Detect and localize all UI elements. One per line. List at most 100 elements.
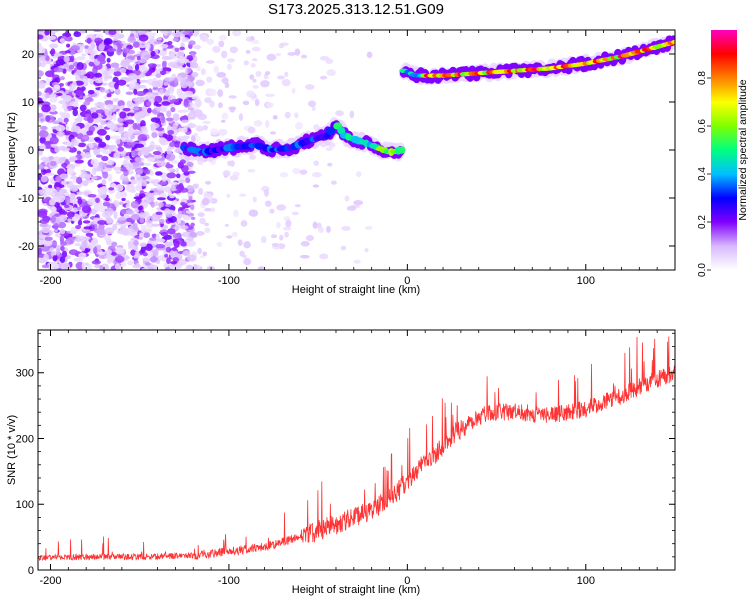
spectrogram-noise-blob	[74, 159, 84, 164]
spectrogram-noise-blob	[86, 263, 93, 270]
spectrogram-noise-blob	[77, 142, 87, 148]
spectrogram-noise-blob	[199, 255, 206, 259]
spectrogram-noise-blob	[300, 54, 308, 59]
spectrogram-noise-blob	[97, 251, 106, 256]
spectrogram-noise-blob	[299, 254, 310, 259]
spectrogram-noise-blob	[153, 154, 163, 159]
spectrogram-noise-blob	[99, 102, 105, 109]
spectrogram-noise-blob	[59, 229, 66, 235]
spectrogram-noise-blob	[115, 30, 120, 37]
spectrogram-noise-blob	[120, 60, 130, 68]
spectrogram-noise-blob	[56, 131, 65, 137]
spectrogram-noise-blob	[280, 42, 289, 46]
spectrogram-noise-blob	[284, 71, 289, 78]
spectrogram-noise-blob	[197, 113, 208, 121]
spectrogram-noise-blob	[231, 231, 238, 238]
spectrogram-noise-blob	[224, 82, 230, 89]
spectrogram-noise-blob	[142, 252, 148, 257]
spectrogram-noise-blob	[250, 39, 260, 45]
spectrogram-y-tick-label: 0	[28, 145, 34, 157]
spectrogram-noise-blob	[189, 122, 194, 129]
spectrogram-noise-blob	[138, 34, 149, 42]
spectrogram-y-tick-label: 10	[22, 97, 34, 109]
spectrogram-noise-blob	[111, 252, 117, 256]
snr-x-tick-label: 100	[577, 575, 595, 587]
spectrogram-noise-blob	[145, 43, 151, 50]
spectrogram-noise-blob	[69, 230, 78, 234]
spectrogram-noise-blob	[48, 198, 56, 206]
spectrogram-noise-blob	[182, 114, 189, 121]
spectrogram-noise-blob	[229, 160, 235, 167]
spectrogram-noise-blob	[86, 71, 95, 79]
spectrogram-noise-blob	[134, 112, 142, 120]
snr-x-tick-label: -100	[218, 575, 240, 587]
spectrogram-noise-blob	[50, 104, 57, 111]
spectrogram-noise-blob	[185, 90, 194, 97]
spectrogram-noise-blob	[176, 173, 181, 179]
spectrogram-noise-blob	[156, 63, 161, 68]
spectrogram-noise-blob	[98, 141, 107, 148]
spectrogram-noise-blob	[171, 30, 182, 38]
spectrogram-noise-blob	[201, 197, 210, 206]
spectrogram-noise-blob	[93, 136, 101, 142]
snr-y-tick-label: 100	[16, 499, 34, 511]
spectrogram-noise-blob	[284, 111, 291, 119]
spectrogram-noise-blob	[228, 95, 237, 99]
spectrogram-noise-blob	[55, 175, 62, 183]
spectrogram-noise-blob	[76, 191, 84, 195]
spectrogram-noise-blob	[110, 62, 120, 68]
spectrogram-noise-blob	[116, 48, 122, 56]
spectrogram-noise-blob	[181, 37, 190, 43]
spectrogram-noise-blob	[181, 231, 191, 238]
spectrogram-noise-blob	[38, 90, 42, 97]
spectrogram-blobs	[38, 30, 675, 270]
spectrogram-noise-blob	[192, 263, 198, 270]
spectrogram-noise-blob	[87, 89, 95, 95]
spectrogram-noise-blob	[326, 69, 336, 77]
spectrogram-noise-blob	[158, 218, 165, 224]
spectrogram-noise-blob	[102, 150, 112, 155]
spectrogram-noise-blob	[182, 250, 191, 257]
spectrogram-noise-blob	[145, 228, 153, 232]
spectrogram-noise-blob	[51, 215, 56, 223]
spectrogram-noise-blob	[127, 36, 137, 43]
spectrogram-noise-blob	[115, 170, 122, 174]
spectrogram-noise-blob	[59, 173, 69, 180]
spectrogram-noise-blob	[165, 117, 174, 122]
spectrogram-noise-blob	[120, 136, 128, 141]
spectrogram-noise-blob	[340, 245, 347, 251]
spectrogram-noise-blob	[353, 259, 361, 264]
spectrogram-noise-blob	[205, 60, 215, 64]
spectrogram-noise-blob	[50, 126, 60, 130]
spectrogram-noise-blob	[155, 103, 162, 107]
spectrogram-noise-blob	[285, 219, 292, 228]
spectrogram-noise-blob	[38, 247, 42, 256]
spectrogram-noise-blob	[68, 193, 77, 199]
spectrogram-noise-blob	[204, 222, 210, 227]
spectrogram-noise-blob	[128, 232, 137, 236]
spectrogram-noise-blob	[51, 30, 60, 33]
spectrogram-noise-blob	[104, 197, 111, 202]
spectrogram-noise-blob	[139, 232, 144, 238]
colorbar-label: Normalized spectral amplitude	[737, 79, 749, 220]
spectrogram-noise-blob	[68, 196, 77, 204]
spectrogram-noise-blob	[56, 159, 65, 164]
spectrogram-noise-blob	[115, 191, 122, 200]
spectrogram-noise-blob	[74, 117, 83, 123]
spectrogram-noise-blob	[117, 216, 127, 221]
spectrogram-noise-blob	[173, 240, 180, 248]
spectrogram-noise-blob	[67, 106, 73, 112]
spectrogram-noise-blob	[140, 224, 148, 229]
spectrogram-noise-blob	[140, 245, 146, 254]
spectrogram-noise-blob	[260, 236, 267, 244]
spectrogram-noise-blob	[248, 154, 256, 160]
spectrogram-x-tick-label: -100	[218, 275, 240, 287]
spectrogram-noise-blob	[276, 204, 286, 211]
spectrogram-noise-blob	[167, 168, 176, 172]
spectrogram-noise-blob	[49, 43, 59, 49]
spectrogram-noise-blob	[54, 145, 61, 153]
spectrogram-noise-blob	[252, 85, 259, 89]
spectrogram-noise-blob	[172, 113, 180, 122]
spectrogram-noise-blob	[307, 100, 317, 108]
spectrogram-noise-blob	[252, 58, 258, 62]
